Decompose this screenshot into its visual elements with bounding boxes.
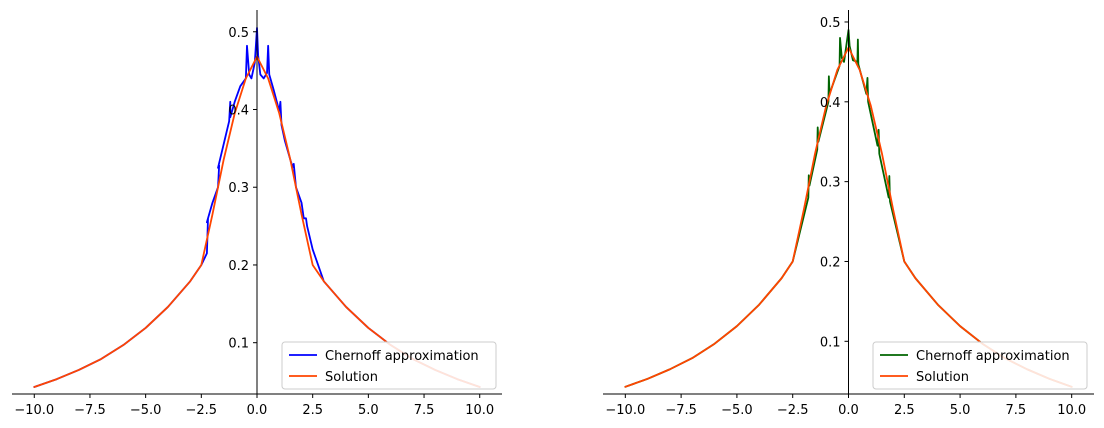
x-tick-label: −7.5 (74, 403, 106, 418)
chart-panel-right: −10.0 −7.5 −5.0 −2.5 0.0 2.5 5.0 7.5 10.0 0.1 0.2 0… (603, 10, 1094, 418)
y-tick-label: 0.4 (820, 96, 841, 111)
x-tick-label: 5.0 (358, 403, 379, 418)
legend-label: Chernoff approximation (916, 349, 1070, 364)
x-tick-label: −10.0 (605, 403, 645, 418)
series-line-0 (33, 26, 481, 388)
legend-label: Chernoff approximation (325, 349, 479, 364)
x-tick-label: 0.0 (838, 403, 859, 418)
y-tick-label: 0.1 (228, 337, 249, 352)
y-tick-label: 0.5 (820, 16, 841, 31)
x-tick-label: −5.0 (721, 403, 753, 418)
y-tick-label: 0.2 (820, 255, 841, 270)
x-tick-label: 0.0 (247, 403, 268, 418)
y-tick-label: 0.3 (228, 181, 249, 196)
x-tick-label: −5.0 (130, 403, 162, 418)
y-tick-label: 0.4 (228, 103, 249, 118)
legend-box (872, 341, 1088, 390)
y-tick-label: 0.1 (820, 335, 841, 350)
x-tick-label: −2.5 (777, 403, 809, 418)
y-tick-label: 0.5 (228, 26, 249, 41)
legend: Chernoff approximation Solution (872, 341, 1088, 390)
x-tick-label: 10.0 (1057, 403, 1086, 418)
x-tick-label: −10.0 (14, 403, 54, 418)
x-tick-label: −7.5 (665, 403, 697, 418)
x-tick-label: 7.5 (1006, 403, 1027, 418)
x-tick-label: −2.5 (186, 403, 218, 418)
legend: Chernoff approximation Solution (281, 341, 497, 390)
x-tick-label: 10.0 (465, 403, 494, 418)
legend-box (281, 341, 497, 390)
legend-label: Solution (325, 370, 378, 385)
legend-label: Solution (916, 370, 969, 385)
chart-panel-left: −10.0 −7.5 −5.0 −2.5 0.0 2.5 5.0 7.5 10.0 0.1 0.2 0… (12, 10, 502, 418)
x-tick-label: 5.0 (950, 403, 971, 418)
y-tick-label: 0.3 (820, 176, 841, 191)
x-tick-label: 7.5 (414, 403, 435, 418)
x-tick-label: 2.5 (302, 403, 323, 418)
x-tick-label: 2.5 (894, 403, 915, 418)
y-tick-label: 0.2 (228, 259, 249, 274)
